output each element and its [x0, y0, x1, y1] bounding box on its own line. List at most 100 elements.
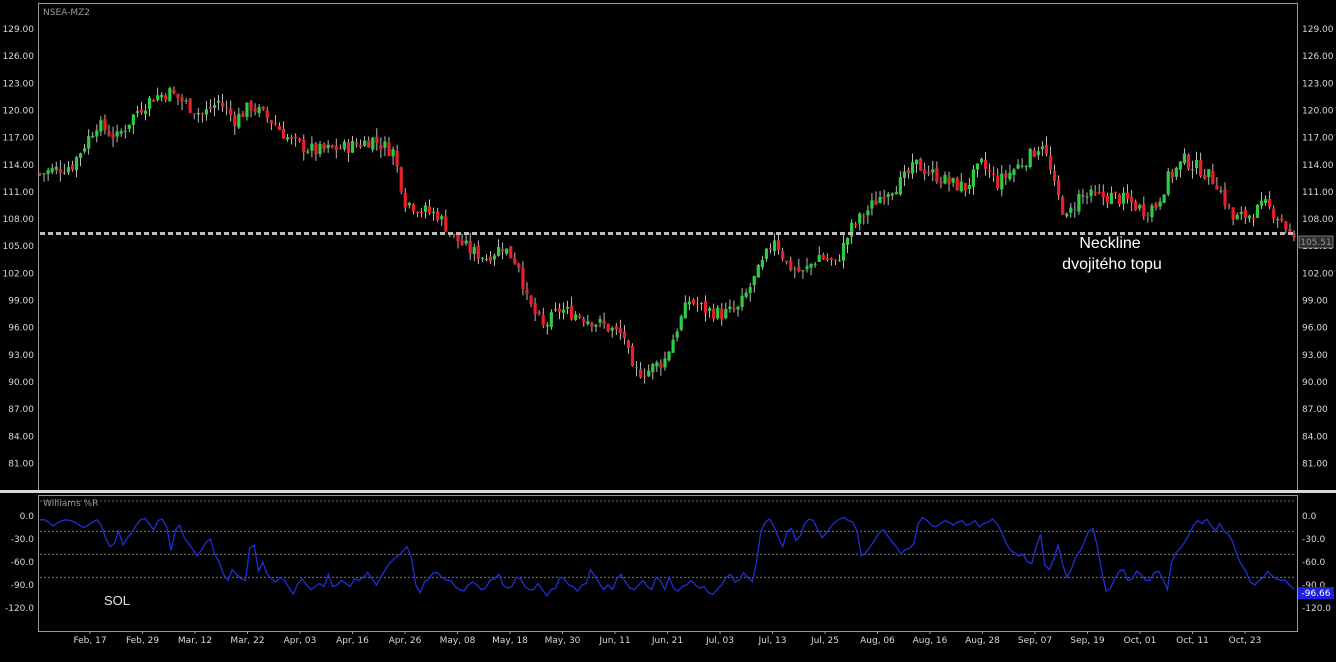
- candle-body: [906, 169, 911, 174]
- price-ytick-left: 129.00: [3, 25, 35, 35]
- candle-body: [456, 233, 460, 242]
- x-tick-label: Jun, 11: [598, 636, 630, 646]
- candle-body: [602, 320, 606, 324]
- price-ytick-left: 99.00: [8, 297, 34, 307]
- candle-body: [517, 263, 521, 268]
- candle-body: [415, 212, 420, 214]
- x-tick-label: May, 08: [440, 636, 476, 646]
- candle-body: [58, 168, 62, 173]
- candle-body: [91, 136, 95, 138]
- candle-body: [66, 167, 71, 173]
- candle-body: [294, 136, 298, 139]
- candle-body: [460, 240, 464, 245]
- price-ytick-left: 105.00: [3, 242, 35, 252]
- candle-body: [314, 143, 318, 155]
- panel-separator[interactable]: [0, 490, 1336, 493]
- candle-body: [797, 267, 801, 272]
- candle-body: [1126, 192, 1130, 199]
- candle-body: [310, 143, 314, 151]
- candle-body: [367, 140, 371, 148]
- price-ytick-left: 102.00: [3, 269, 35, 279]
- candle-body: [103, 118, 107, 131]
- candle-body: [850, 222, 854, 237]
- price-ytick-left: 87.00: [8, 405, 34, 415]
- x-tick-label: Sep, 07: [1018, 636, 1052, 646]
- indicator-title: Williams %R: [43, 499, 98, 509]
- candle-body: [1166, 171, 1170, 195]
- candle-body: [695, 304, 700, 306]
- price-panel-symbol: NSEA-MZ2: [43, 8, 90, 18]
- williams-last-value-label: -96.66: [1301, 589, 1330, 599]
- candle-body: [354, 142, 359, 145]
- candle-body: [265, 110, 269, 119]
- candle-body: [334, 145, 338, 151]
- candle-body: [959, 181, 963, 192]
- candle-body: [525, 290, 529, 294]
- candle-body: [939, 181, 943, 184]
- price-ytick-right: 99.00: [1302, 297, 1328, 307]
- candle-body: [391, 149, 395, 157]
- candle-body: [955, 177, 959, 191]
- candle-body: [744, 292, 748, 297]
- candle-body: [156, 95, 160, 101]
- candle-body: [578, 315, 582, 318]
- x-tick-label: Oct, 23: [1229, 636, 1262, 646]
- candle-body: [1251, 217, 1256, 220]
- candle-body: [371, 137, 375, 150]
- candle-body: [1150, 205, 1154, 218]
- candle-body: [882, 196, 886, 200]
- candle-body: [131, 114, 135, 125]
- candle-body: [979, 158, 984, 163]
- candle-body: [99, 120, 103, 132]
- candle-body: [204, 109, 208, 115]
- candle-body: [241, 113, 245, 118]
- candle-body: [1040, 146, 1044, 150]
- candle-body: [1227, 206, 1231, 208]
- candle-body: [740, 295, 744, 308]
- candle-body: [399, 167, 403, 192]
- candle-body: [570, 305, 574, 320]
- candle-body: [1186, 154, 1191, 169]
- candle-body: [484, 258, 489, 260]
- candle-body: [1113, 191, 1118, 194]
- candle-body: [176, 93, 180, 99]
- candle-body: [330, 145, 334, 148]
- price-ytick-left: 114.00: [3, 161, 35, 171]
- candle-body: [639, 369, 643, 378]
- candle-body: [379, 144, 383, 149]
- price-ytick-right: 111.00: [1302, 188, 1334, 198]
- candle-body: [326, 144, 330, 149]
- candle-body: [427, 206, 432, 213]
- indicator-ytick-left: -30.0: [11, 535, 35, 545]
- x-tick-label: Feb, 17: [73, 636, 106, 646]
- candle-body: [395, 150, 399, 167]
- candle-body: [943, 174, 947, 184]
- candle-body: [1048, 155, 1053, 171]
- candle-body: [54, 166, 58, 170]
- candle-body: [1057, 179, 1061, 196]
- price-ytick-left: 108.00: [3, 215, 35, 225]
- x-tick-label: Aug, 16: [913, 636, 948, 646]
- candle-body: [521, 267, 525, 290]
- x-tick-label: Feb, 29: [126, 636, 159, 646]
- candle-body: [793, 268, 797, 270]
- price-ytick-right: 117.00: [1302, 134, 1334, 144]
- candle-body: [492, 255, 497, 260]
- candle-body: [1284, 221, 1288, 230]
- price-ytick-right: 126.00: [1302, 52, 1334, 62]
- candle-body: [914, 159, 919, 165]
- candle-body: [261, 106, 265, 110]
- price-ytick-left: 90.00: [8, 378, 34, 388]
- price-ytick-left: 84.00: [8, 432, 34, 442]
- candle-body: [1174, 167, 1178, 177]
- candle-body: [488, 256, 493, 262]
- candle-body: [659, 363, 663, 368]
- neckline-annotation-line-2: dvojitého topu: [1062, 256, 1162, 273]
- candle-body: [1044, 144, 1049, 155]
- x-tick-label: Oct, 01: [1124, 636, 1157, 646]
- candle-body: [1085, 196, 1089, 198]
- indicator-panel-frame: [38, 495, 1298, 632]
- candle-body: [338, 148, 342, 150]
- candle-body: [598, 319, 602, 323]
- candle-body: [582, 319, 586, 323]
